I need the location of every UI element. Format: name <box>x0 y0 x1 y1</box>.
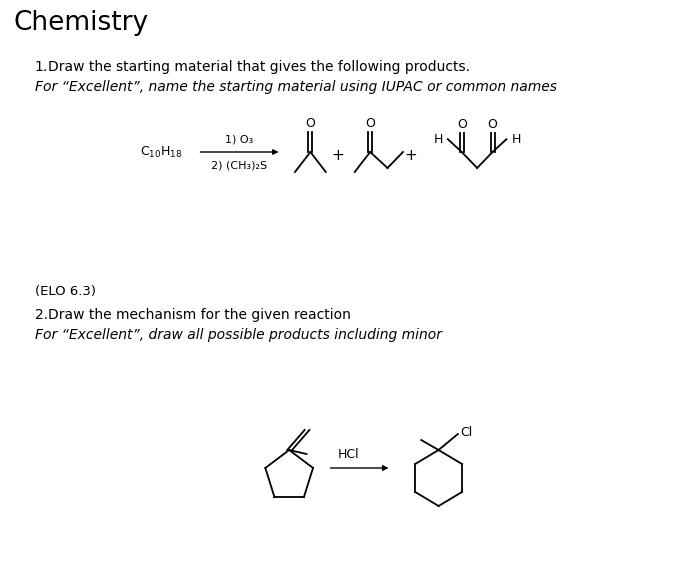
Text: Draw the mechanism for the given reaction: Draw the mechanism for the given reactio… <box>48 308 351 322</box>
Text: Draw the starting material that gives the following products.: Draw the starting material that gives th… <box>48 60 471 74</box>
Text: 1) O₃: 1) O₃ <box>225 134 254 144</box>
Text: O: O <box>365 116 375 130</box>
Text: O: O <box>457 118 466 131</box>
Text: H: H <box>511 133 521 146</box>
Text: 1.: 1. <box>35 60 48 74</box>
Text: C$_{10}$H$_{18}$: C$_{10}$H$_{18}$ <box>140 144 182 160</box>
Text: For “Excellent”, draw all possible products including minor: For “Excellent”, draw all possible produ… <box>35 328 441 342</box>
Text: Chemistry: Chemistry <box>14 10 148 36</box>
Text: For “Excellent”, name the starting material using IUPAC or common names: For “Excellent”, name the starting mater… <box>35 80 557 94</box>
Text: HCl: HCl <box>338 449 360 461</box>
Text: Cl: Cl <box>460 425 472 438</box>
Text: O: O <box>487 118 498 131</box>
Text: O: O <box>306 116 315 130</box>
Text: 2.: 2. <box>35 308 48 322</box>
Text: 2) (CH₃)₂S: 2) (CH₃)₂S <box>212 160 268 170</box>
Text: +: + <box>404 148 417 162</box>
Text: (ELO 6.3): (ELO 6.3) <box>35 285 96 298</box>
Text: H: H <box>434 133 443 146</box>
Text: +: + <box>331 148 344 162</box>
